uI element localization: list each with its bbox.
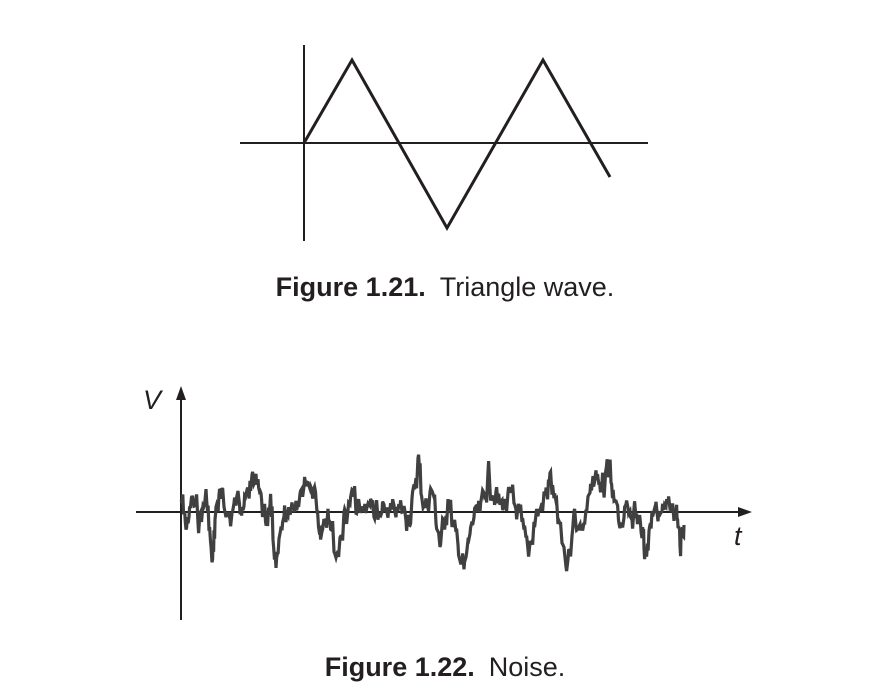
triangle-wave-figure bbox=[240, 45, 648, 241]
figure-1-21-caption: Figure 1.21. Triangle wave. bbox=[0, 272, 890, 303]
arrowhead-up-icon bbox=[176, 386, 186, 400]
arrowhead-right-icon bbox=[738, 507, 752, 517]
figure-1-22-title: Noise. bbox=[488, 652, 566, 682]
y-axis-label: V bbox=[143, 385, 164, 415]
figure-1-22-caption: Figure 1.22. Noise. bbox=[0, 652, 890, 683]
noise-figure: V t bbox=[136, 385, 752, 620]
figure-1-21-number: Figure 1.21. bbox=[275, 272, 426, 302]
noise-trace bbox=[179, 454, 686, 572]
x-axis-label: t bbox=[734, 521, 743, 551]
figure-1-21-title: Triangle wave. bbox=[439, 272, 615, 302]
figure-1-22-number: Figure 1.22. bbox=[324, 652, 475, 682]
triangle-wave-trace bbox=[302, 56, 612, 232]
